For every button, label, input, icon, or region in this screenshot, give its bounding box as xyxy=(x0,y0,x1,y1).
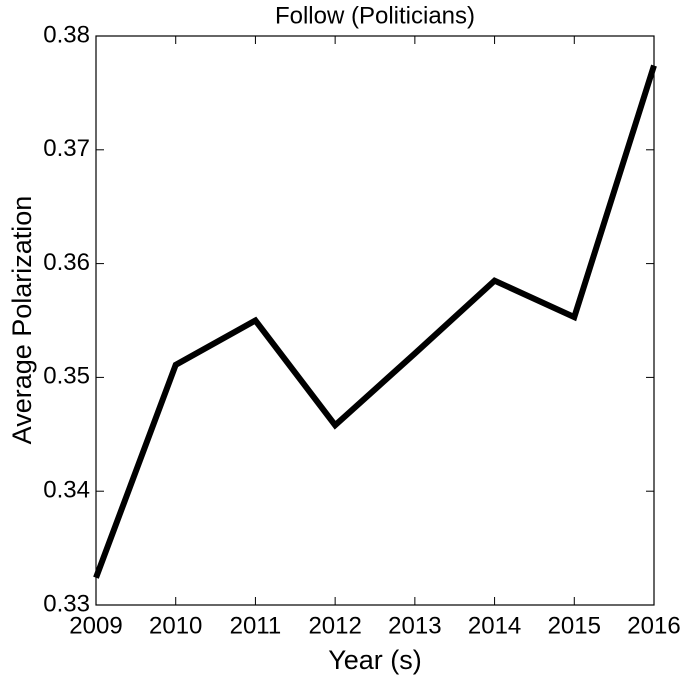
plot-frame xyxy=(95,35,655,606)
y-tick-label: 0.36 xyxy=(43,249,90,276)
x-axis-label: Year (s) xyxy=(328,645,422,675)
y-tick-label: 0.37 xyxy=(43,135,90,162)
x-tick-label: 2014 xyxy=(468,612,521,639)
x-tick-label: 2011 xyxy=(230,612,282,639)
x-tick-label: 2009 xyxy=(69,612,122,639)
y-axis-label: Average Polarization xyxy=(7,196,37,445)
y-tick-label: 0.35 xyxy=(43,363,90,390)
y-tick-label: 0.38 xyxy=(43,21,90,48)
y-tick-label: 0.34 xyxy=(43,477,90,504)
series-line xyxy=(93,64,657,579)
chart-title: Follow (Politicians) xyxy=(275,2,475,29)
y-tick-label: 0.33 xyxy=(43,590,90,617)
x-tick-label: 2015 xyxy=(548,612,601,639)
x-tick-label: 2010 xyxy=(149,612,202,639)
x-tick-label: 2012 xyxy=(308,612,361,639)
x-tick-label: 2013 xyxy=(388,612,441,639)
x-tick-label: 2016 xyxy=(627,612,680,639)
